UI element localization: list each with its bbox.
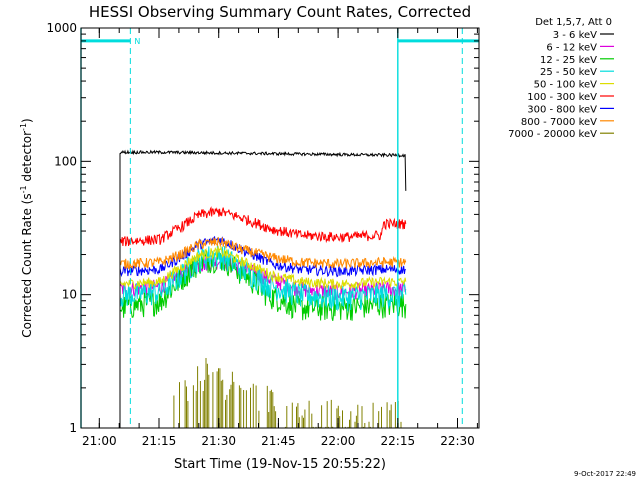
series-line-300-800-kev: [119, 235, 406, 428]
timestamp: 9-Oct-2017 22:49: [574, 470, 636, 478]
y-axis-label: Corrected Count Rate (s-1 detector-1): [19, 118, 34, 337]
legend-label-800-7000-kev: 800 - 7000 keV: [521, 117, 597, 128]
legend-label-25-50-kev: 25 - 50 keV: [540, 67, 597, 78]
series-line-7000-20000-kev: [173, 358, 402, 428]
y-axis-label-end: ): [20, 118, 34, 123]
y-axis-label-mid: detector: [20, 131, 34, 186]
series-line-100-300-kev: [119, 206, 407, 428]
y-axis-label-main: Corrected Count Rate (s: [20, 193, 34, 337]
x-axis-label: Start Time (19-Nov-15 20:55:22): [174, 457, 386, 472]
legend-label-3-6-kev: 3 - 6 keV: [553, 30, 597, 41]
y-tick-label-1: 1: [69, 421, 77, 435]
x-tick-label-22:00: 22:00: [321, 434, 356, 448]
chart-title: HESSI Observing Summary Count Rates, Cor…: [89, 3, 471, 21]
legend-label-100-300-kev: 100 - 300 keV: [527, 92, 597, 103]
x-tick-label-21:45: 21:45: [261, 434, 296, 448]
axes-layer: 1 10 100 1000 21:00 21:15 21:30 21:45 22:00 22:15…: [46, 21, 480, 448]
series-line-50-100-kev: [119, 245, 407, 428]
series-line-12-25-kev: [119, 249, 407, 428]
x-tick-label-21:30: 21:30: [201, 434, 236, 448]
legend-header: Det 1,5,7, Att 0: [535, 17, 612, 28]
y-tick-label-1000: 1000: [46, 21, 77, 35]
plot-frame: [80, 27, 480, 429]
legend-label-7000-20000-kev: 7000 - 20000 keV: [508, 129, 597, 140]
series-line-25-50-kev: [119, 245, 407, 428]
y-tick-label-100: 100: [54, 154, 77, 168]
legend-label-300-800-kev: 300 - 800 keV: [527, 104, 597, 115]
legend-label-12-25-kev: 12 - 25 keV: [540, 55, 597, 66]
x-tick-label-22:30: 22:30: [440, 434, 475, 448]
y-tick-label-10: 10: [62, 288, 77, 302]
legend-label-6-12-kev: 6 - 12 keV: [546, 42, 597, 53]
x-tick-label-22:15: 22:15: [381, 434, 416, 448]
series-layer: [119, 149, 407, 428]
saa-label: N: [134, 37, 140, 46]
x-tick-label-21:15: 21:15: [142, 434, 177, 448]
series-line-3-6-kev: [119, 149, 407, 428]
series-line-800-7000-kev: [119, 236, 407, 428]
x-tick-label-21:00: 21:00: [82, 434, 117, 448]
y-axis-label-sup1: -1: [19, 185, 28, 193]
legend-label-50-100-kev: 50 - 100 keV: [534, 80, 598, 91]
y-axis-label-sup2: -1: [19, 123, 28, 131]
